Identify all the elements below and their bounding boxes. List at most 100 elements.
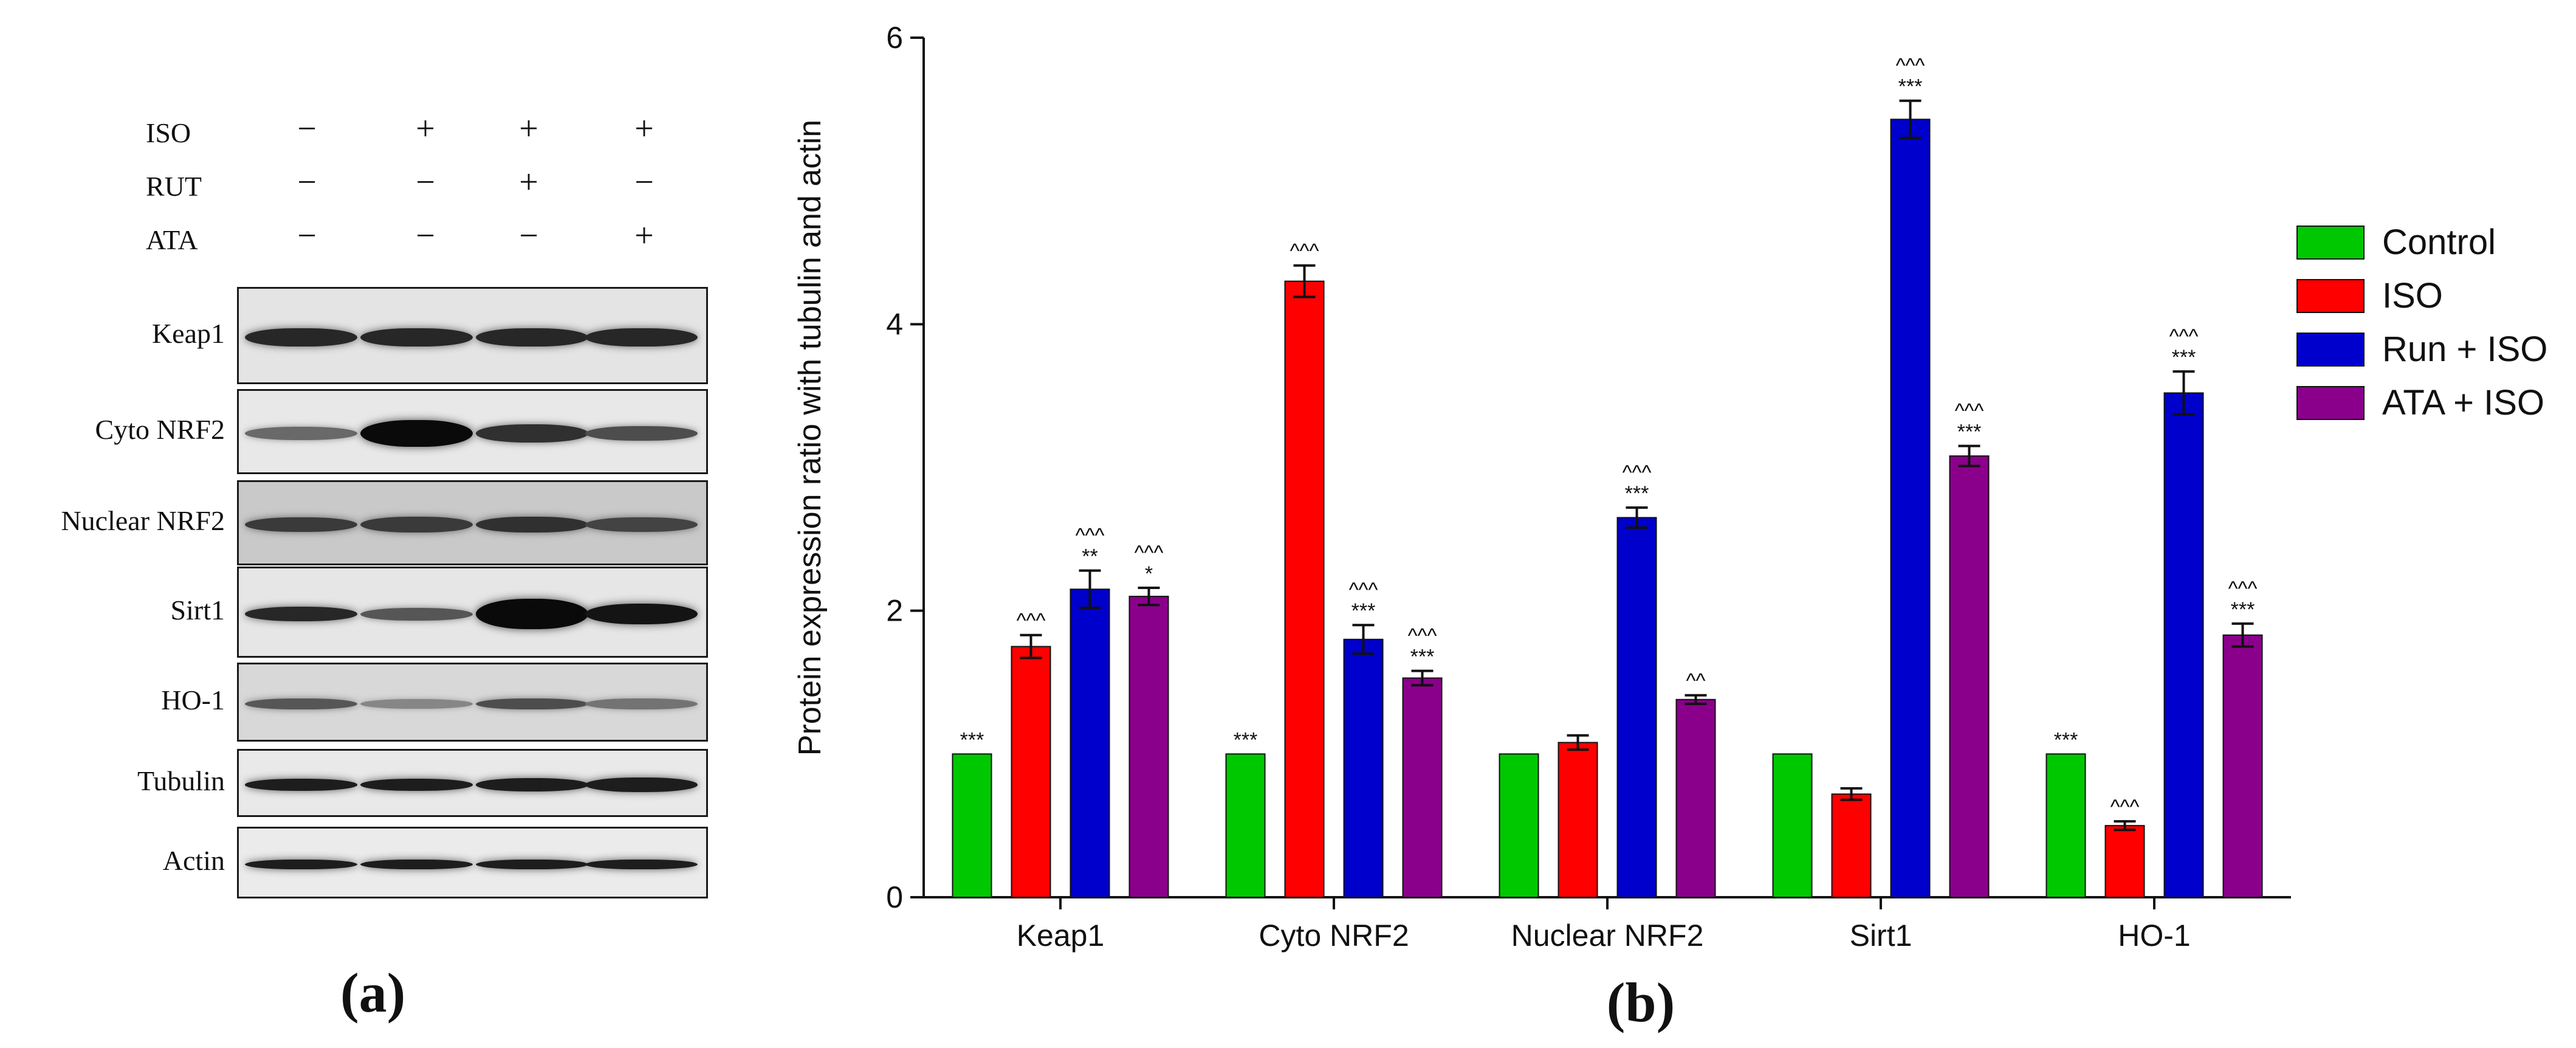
protein-band [245, 517, 357, 533]
significance-label: ^^^ [1017, 610, 1046, 633]
significance-label: ^^^ [1135, 542, 1164, 565]
chart-bars: ***^^^^^^** ^^^****^^^^^^***^^^***^^^***^… [952, 55, 2263, 898]
protein-band [585, 426, 698, 441]
bar [1831, 793, 1872, 898]
blot-image [237, 287, 708, 384]
protein-band [245, 426, 357, 441]
protein-band [360, 419, 473, 447]
chart-legend: Control ISO Run + ISO ATA + ISO [2296, 222, 2547, 422]
significance-label: * [1145, 562, 1153, 585]
blot-image [237, 389, 708, 474]
protein-band [585, 698, 698, 710]
treatment-label: ISO [146, 117, 191, 148]
x-tick-label: Nuclear NRF2 [1511, 919, 1704, 953]
y-tick-label: 2 [886, 594, 903, 628]
bar [2045, 753, 2086, 898]
treatment-sign: + [519, 164, 538, 201]
bar [1070, 588, 1110, 898]
bar [1225, 753, 1266, 898]
protein-band [476, 778, 588, 791]
bar [2163, 392, 2204, 898]
protein-band [245, 328, 357, 347]
western-blot-panel: ISO − + + + RUT − − + − ATA − − − + (a) Keap1 Cyto NRF2… [0, 0, 741, 1048]
bar [1616, 517, 1657, 898]
bar [1675, 698, 1716, 898]
bar [1949, 455, 1990, 898]
significance-label: *** [960, 728, 984, 751]
protein-band [585, 517, 698, 533]
significance-label: ^^^ [1290, 240, 1319, 263]
protein-band [476, 698, 588, 710]
significance-label: ^^^ [1408, 625, 1437, 648]
treatment-sign: + [634, 110, 654, 148]
protein-band [360, 516, 473, 533]
treatment-sign: + [634, 217, 654, 255]
treatment-row-iso: ISO − + + + [0, 109, 729, 158]
treatment-label: ATA [146, 224, 198, 255]
legend-label: ISO [2382, 276, 2443, 315]
protein-band [585, 328, 698, 347]
x-tick-label: Sirt1 [1850, 919, 1912, 953]
significance-label: ** [1082, 545, 1097, 568]
y-axis-title: Protein expression ratio with tubulin an… [792, 120, 828, 756]
protein-band [360, 859, 473, 870]
treatment-sign: + [416, 110, 435, 148]
blot-label: Actin [162, 845, 225, 876]
blot-image [237, 567, 708, 658]
x-tick-label: HO-1 [2118, 919, 2190, 953]
protein-band [245, 859, 357, 870]
treatment-row-ata: ATA − − − + [0, 216, 729, 265]
x-tick-label: Keap1 [1017, 919, 1105, 953]
treatment-sign: − [297, 110, 317, 148]
significance-label: *** [1957, 421, 1982, 444]
blot-image [237, 827, 708, 898]
blot-label: Cyto NRF2 [95, 414, 225, 445]
significance-label: ^^ [1686, 670, 1706, 693]
treatment-sign: − [634, 164, 654, 201]
protein-band [360, 328, 473, 347]
x-tick-label: Cyto NRF2 [1259, 919, 1409, 953]
treatment-label: RUT [146, 171, 202, 202]
legend-swatch [2296, 333, 2365, 367]
protein-band [476, 328, 588, 347]
significance-label: *** [2054, 728, 2078, 751]
treatment-sign: − [519, 217, 538, 255]
blot-image [237, 480, 708, 565]
protein-band [585, 859, 698, 870]
bar [1402, 677, 1443, 898]
y-tick-label: 6 [886, 21, 903, 55]
significance-label: *** [1352, 599, 1376, 622]
treatment-row-rut: RUT − − + − [0, 163, 729, 212]
legend-label: Run + ISO [2382, 329, 2547, 369]
significance-label: *** [2172, 346, 2196, 369]
bar [952, 753, 992, 898]
significance-label: *** [1898, 75, 1923, 98]
bar [1499, 753, 1539, 898]
blot-label: HO-1 [161, 684, 225, 715]
bar [2222, 634, 2263, 898]
significance-label: ^^^ [1623, 461, 1652, 484]
significance-label: ^^^ [2228, 577, 2258, 601]
significance-label: ^^^ [1955, 400, 1984, 423]
bar [1011, 646, 1051, 898]
significance-label: ^^^ [2111, 796, 2140, 819]
legend-swatch [2296, 226, 2365, 260]
protein-band [476, 599, 588, 629]
protein-band [476, 516, 588, 533]
blot-image [237, 663, 708, 742]
legend-swatch [2296, 279, 2365, 313]
y-tick-label: 4 [886, 307, 903, 341]
protein-band [360, 699, 473, 709]
significance-label: *** [1625, 482, 1649, 505]
protein-band [360, 607, 473, 621]
treatment-sign: + [519, 110, 538, 148]
y-tick-label: 0 [886, 880, 903, 914]
protein-band [585, 777, 698, 792]
treatment-sign: − [297, 217, 317, 255]
treatment-sign: − [416, 164, 435, 201]
significance-label: ^^^ [1349, 579, 1378, 602]
bar [1772, 753, 1813, 898]
protein-band [245, 607, 357, 621]
blot-label: Sirt1 [170, 595, 225, 626]
